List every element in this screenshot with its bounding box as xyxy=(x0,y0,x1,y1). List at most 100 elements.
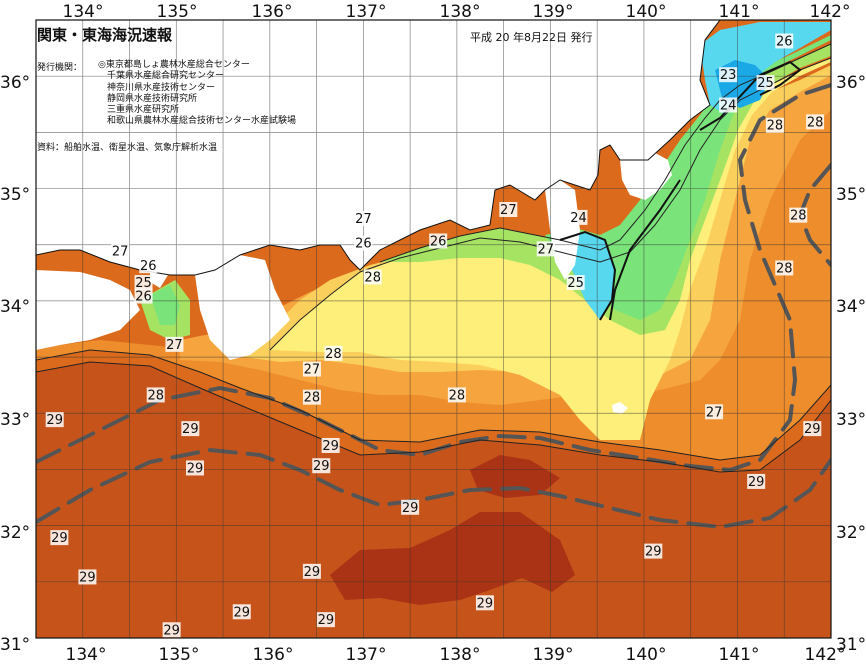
isotherm-label: 29 xyxy=(645,545,662,560)
isotherm-label: 28 xyxy=(776,261,793,276)
lon-label-top: 136° xyxy=(252,2,293,22)
isotherm-label-background xyxy=(789,207,808,223)
lon-label-top: 135° xyxy=(157,2,198,22)
isotherm-label: 26 xyxy=(430,234,447,249)
isotherm-label: 29 xyxy=(322,439,339,454)
isotherm-label-background xyxy=(78,569,97,585)
agency-item: 三重県水産研究所 xyxy=(107,105,180,116)
isotherm-label-background xyxy=(111,243,130,259)
lat-label-right: 35° xyxy=(836,185,866,205)
land-honshu xyxy=(36,20,720,275)
lon-label-bottom: 141° xyxy=(719,645,760,665)
isotherm-label: 29 xyxy=(51,531,68,546)
lon-label-top: 142° xyxy=(810,2,851,22)
isotherm-label-background xyxy=(302,563,321,579)
agency-item: 千葉県水産総合研究センター xyxy=(107,71,225,82)
lat-label-right: 36° xyxy=(836,73,866,93)
agencies-list: ◎東京都島しょ農林水産総合センター 千葉県水産総合研究センター 神奈川県水産技術… xyxy=(98,60,296,128)
isotherm-label: 26 xyxy=(355,237,372,252)
isotherm-label-background xyxy=(302,361,321,377)
isotherm-lines xyxy=(36,43,831,473)
land-shikoku xyxy=(36,270,140,350)
issue-date: 平成 20 年8月22日 発行 xyxy=(470,31,593,44)
isotherm-label: 27 xyxy=(166,338,183,353)
lat-axis-left: 36° 35° 34° 33° 32° 31° xyxy=(0,73,30,655)
lon-label-top: 139° xyxy=(533,2,574,22)
isotherm-label: 23 xyxy=(720,68,737,83)
lon-label-top: 138° xyxy=(440,2,481,22)
lat-label-left: 34° xyxy=(0,297,30,317)
isotherm-label: 28 xyxy=(364,270,381,285)
isotherm-label-background xyxy=(566,275,585,291)
isotherm-label-background xyxy=(475,595,494,611)
isotherm-label: 28 xyxy=(304,391,321,406)
isotherm-label-background xyxy=(447,387,466,403)
lat-label-left: 31° xyxy=(0,635,30,655)
isotherm-label-background xyxy=(181,421,200,437)
isotherm-label: 29 xyxy=(318,613,335,628)
isotherm-label: 26 xyxy=(140,259,157,274)
isotherm-label: 27 xyxy=(500,203,517,218)
isotherm-label: 29 xyxy=(804,422,821,437)
isotherm-label-background xyxy=(363,269,382,285)
isotherm-label: 24 xyxy=(720,99,737,114)
isotherm-label-background xyxy=(134,275,153,291)
land-kii xyxy=(195,255,290,360)
isotherm-label: 29 xyxy=(182,422,199,437)
isotherm-lines-bold xyxy=(559,60,802,321)
isotherm-label-background xyxy=(162,622,181,638)
isotherm-label: 27 xyxy=(537,242,554,257)
lat-label-right: 33° xyxy=(836,410,866,430)
isotherm-label: 29 xyxy=(304,565,321,580)
isotherm-label-background xyxy=(719,97,738,113)
isotherm-label: 28 xyxy=(325,347,342,362)
isotherm-label-background xyxy=(429,233,448,249)
lon-axis-top: 134° 135° 136° 137° 138° 139° 140° 141° … xyxy=(63,2,851,22)
isotherm-label: 29 xyxy=(46,413,63,428)
isotherm-label-background xyxy=(165,336,184,352)
graticule xyxy=(36,20,831,638)
isotherm-label: 29 xyxy=(477,596,494,611)
isotherm-label: 28 xyxy=(790,209,807,224)
lon-label-bottom: 139° xyxy=(533,645,574,665)
map-title: 関東・東海海況速報 xyxy=(37,26,173,44)
isotherm-label-background xyxy=(775,260,794,276)
band-25-west xyxy=(150,285,180,325)
isotherm-label-background xyxy=(316,612,335,628)
isotherm-label-background xyxy=(705,404,724,420)
isotherm-label: 26 xyxy=(776,34,793,49)
isotherm-label: 27 xyxy=(304,363,321,378)
agency-item: 静岡県水産技術研究所 xyxy=(107,93,198,104)
isotherm-label-background xyxy=(569,209,588,225)
lat-label-right: 31° xyxy=(836,635,866,655)
isotherm-label-background xyxy=(45,412,64,428)
isotherm-label-background xyxy=(302,389,321,405)
lat-label-left: 32° xyxy=(0,523,30,543)
agency-item: 和歌山県農林水産総合技術センター水産試験場 xyxy=(107,116,297,127)
isotherm-label-background xyxy=(775,33,794,49)
isotherm-label: 24 xyxy=(570,211,587,226)
isotherm-label-background xyxy=(401,499,420,515)
isotherm-label-background xyxy=(806,114,825,130)
isotherm-label: 29 xyxy=(79,570,96,585)
lat-label-left: 35° xyxy=(0,185,30,205)
agency-item: 神奈川県水産技術センター xyxy=(107,82,216,93)
lon-label-top: 137° xyxy=(346,2,387,22)
isotherm-label-background xyxy=(765,117,784,133)
isotherm-label: 29 xyxy=(402,501,419,516)
land-boso xyxy=(620,150,672,200)
lat-label-right: 34° xyxy=(836,297,866,317)
isotherm-label-background xyxy=(134,288,153,304)
lat-label-left: 36° xyxy=(0,73,30,93)
isotherm-labels: 26 23 25 24 28 28 28 28 29 29 27 24 25 27 27 26 27 26 28 26… xyxy=(45,33,825,638)
lon-label-bottom: 140° xyxy=(626,645,667,665)
band-30-b xyxy=(470,455,560,498)
isotherm-label: 27 xyxy=(706,405,723,420)
isotherm-label-background xyxy=(499,202,518,218)
isotherm-label: 29 xyxy=(233,605,250,620)
lon-label-top: 141° xyxy=(719,2,760,22)
data-sources: 資料：船舶水温、衛星水温、気象庁解析水温 xyxy=(37,143,218,153)
isotherm-label-background xyxy=(756,75,775,91)
agencies-label: 発行機関： xyxy=(37,63,83,73)
